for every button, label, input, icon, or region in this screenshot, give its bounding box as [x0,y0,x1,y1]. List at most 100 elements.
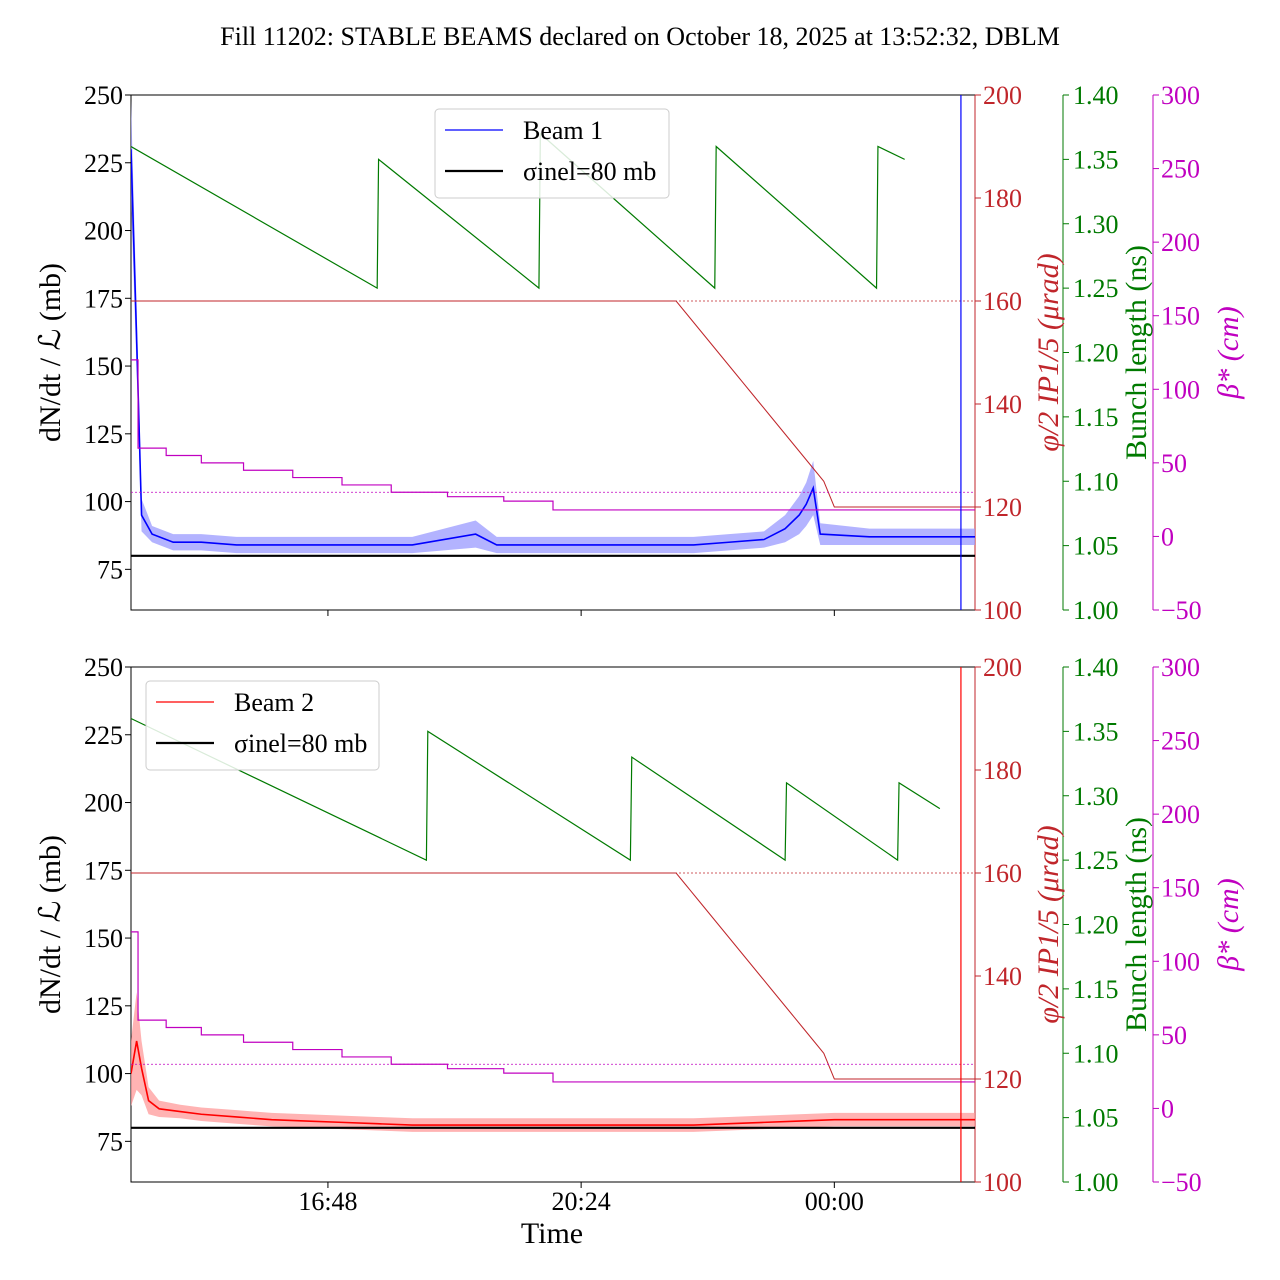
bunch-axis-label: Bunch length (ns) [1120,817,1153,1032]
left-axis-label: dN/dt / ℒ (mb) [34,263,67,442]
bunch-axis-label: Bunch length (ns) [1120,245,1153,460]
beam-series-line [131,149,975,546]
bunch-tick-label: 1.40 [1073,81,1119,110]
bunch-tick-label: 1.15 [1073,403,1119,432]
x-axis-label: Time [521,1217,583,1250]
beta-tick-label: 100 [1161,375,1200,404]
bunch-tick-label: 1.10 [1073,467,1119,496]
beta-axis-label-text: β* (cm) [1212,306,1245,399]
bunch-tick-label: 1.10 [1073,1039,1119,1068]
beta-star-line [131,359,975,511]
bunch-tick-label: 1.30 [1073,210,1119,239]
beta-tick-label: 300 [1161,81,1200,110]
bunch-tick-label: 1.40 [1073,653,1119,682]
bunch-axis-label-text: Bunch length (ns) [1120,817,1153,1032]
left-tick-label: 175 [84,284,123,313]
bunch-tick-label: 1.25 [1073,846,1119,875]
left-tick-label: 225 [84,149,123,178]
left-tick-label: 200 [84,217,123,246]
bunch-length-line [131,717,941,862]
crossing-axis-label: φ/2 IP1/5 (μrad) [1032,825,1065,1023]
beta-tick-label: 50 [1161,1021,1187,1050]
beta-tick-label: −50 [1161,1168,1202,1197]
left-tick-label: 100 [84,1060,123,1089]
bunch-tick-label: 1.20 [1073,339,1119,368]
beta-star-line [131,931,975,1083]
crossing-axis-label: φ/2 IP1/5 (μrad) [1032,253,1065,451]
beta-axis-label: β* (cm) [1212,306,1245,399]
bunch-tick-label: 1.05 [1073,532,1119,561]
crossing-angle-line [131,872,975,1080]
left-tick-label: 175 [84,856,123,885]
crossing-tick-label: 120 [983,493,1022,522]
crossing-tick-label: 100 [983,596,1022,625]
bunch-tick-label: 1.30 [1073,782,1119,811]
beta-tick-label: 300 [1161,653,1200,682]
left-tick-label: 100 [84,488,123,517]
plot-content [131,667,975,1182]
beam-uncertainty-band [131,992,975,1132]
crossing-tick-label: 140 [983,962,1022,991]
crossing-tick-label: 160 [983,287,1022,316]
beta-tick-label: 150 [1161,302,1200,331]
bunch-tick-label: 1.05 [1073,1104,1119,1133]
crossing-tick-label: 100 [983,1168,1022,1197]
bunch-tick-label: 1.35 [1073,717,1119,746]
bunch-tick-label: 1.35 [1073,145,1119,174]
left-tick-label: 75 [97,555,123,584]
beta-tick-label: 0 [1161,1094,1174,1123]
legend-box [145,680,380,771]
bunch-tick-label: 1.15 [1073,975,1119,1004]
beta-tick-label: 150 [1161,874,1200,903]
beta-axis-label-text: β* (cm) [1212,878,1245,971]
left-tick-label: 225 [84,721,123,750]
left-axis-label: dN/dt / ℒ (mb) [34,835,67,1014]
bunch-tick-label: 1.00 [1073,596,1119,625]
beta-tick-label: 250 [1161,155,1200,184]
left-axis-label-text: dN/dt / ℒ (mb) [34,263,67,442]
crossing-tick-label: 200 [983,653,1022,682]
beta-tick-label: 200 [1161,800,1200,829]
x-tick-label: 16:48 [298,1187,357,1216]
figure-title: Fill 11202: STABLE BEAMS declared on Oct… [220,22,1060,51]
crossing-tick-label: 140 [983,390,1022,419]
legend-box [434,108,670,199]
crossing-tick-label: 180 [983,184,1022,213]
left-tick-label: 250 [84,653,123,682]
crossing-axis-label-text: φ/2 IP1/5 (μrad) [1032,253,1065,451]
left-tick-label: 150 [84,924,123,953]
legend-beam-label: Beam 2 [234,688,314,717]
beta-tick-label: 100 [1161,947,1200,976]
beam-series-line [131,1040,975,1126]
crossing-tick-label: 120 [983,1065,1022,1094]
left-axis-label-text: dN/dt / ℒ (mb) [34,835,67,1014]
beta-tick-label: 200 [1161,228,1200,257]
plot-content [131,95,975,610]
bunch-length-line [131,132,905,290]
beta-tick-label: 50 [1161,449,1187,478]
beta-tick-label: 0 [1161,522,1174,551]
left-tick-label: 125 [84,992,123,1021]
legend-reference-label: σinel=80 mb [234,729,367,758]
left-tick-label: 125 [84,420,123,449]
bunch-tick-label: 1.25 [1073,274,1119,303]
beta-tick-label: 250 [1161,727,1200,756]
crossing-angle-line [131,300,975,508]
panel-bottom: 75 100 125 150 175 200 225 250 100 120 140 160 180 20… [34,653,1245,1216]
bunch-axis-label-text: Bunch length (ns) [1120,245,1153,460]
panel-top: 75 100 125 150 175 200 225 250 100 120 140 160 180 20… [34,81,1245,625]
crossing-tick-label: 180 [983,756,1022,785]
left-tick-label: 250 [84,81,123,110]
crossing-tick-label: 160 [983,859,1022,888]
x-tick-label: 00:00 [805,1187,864,1216]
legend-reference-label: σinel=80 mb [523,157,656,186]
bunch-tick-label: 1.00 [1073,1168,1119,1197]
left-tick-label: 75 [97,1127,123,1156]
left-tick-label: 150 [84,352,123,381]
beta-axis-label: β* (cm) [1212,878,1245,971]
beta-tick-label: −50 [1161,596,1202,625]
bunch-tick-label: 1.20 [1073,911,1119,940]
crossing-tick-label: 200 [983,81,1022,110]
crossing-axis-label-text: φ/2 IP1/5 (μrad) [1032,825,1065,1023]
